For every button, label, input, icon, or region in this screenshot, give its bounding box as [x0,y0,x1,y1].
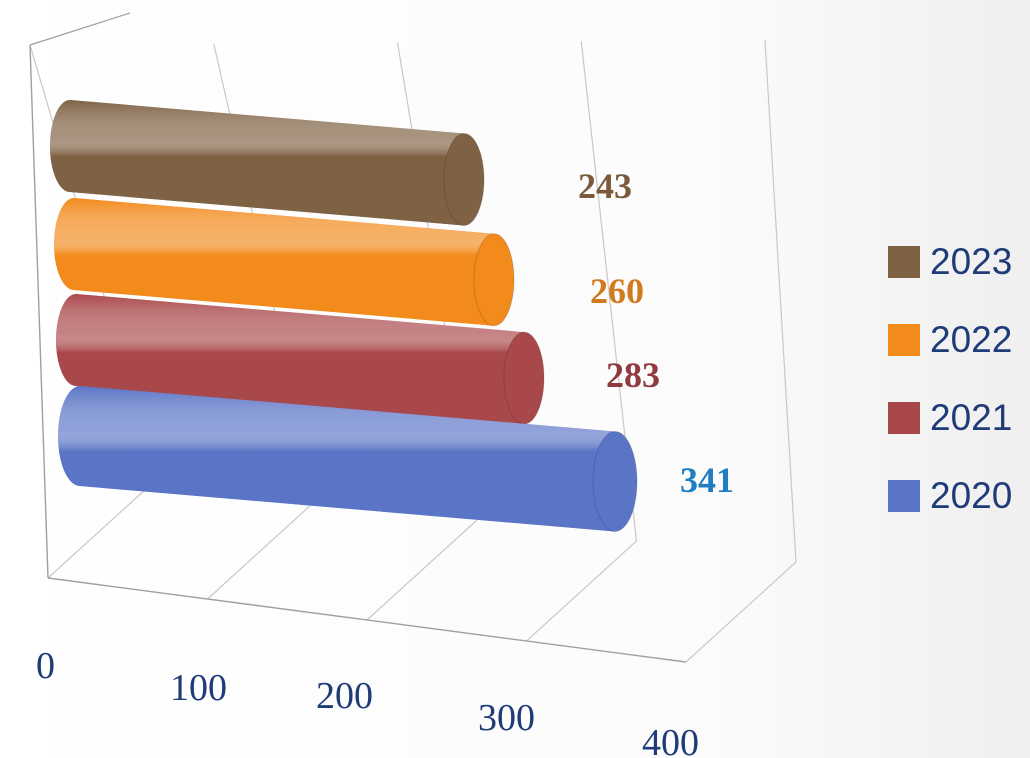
floor-gridline [207,498,318,600]
legend-label: 2023 [930,241,1013,282]
legend-item-2022: 2022 [888,319,1013,360]
bar-end-cap [503,331,545,425]
bar-2022 [54,198,515,327]
bar-shading [54,198,494,326]
legend-label: 2020 [930,475,1013,516]
data-label: 341 [680,460,734,500]
bar-2021 [56,294,545,425]
data-label: 283 [606,355,660,395]
bar-end-cap [473,233,515,327]
x-tick-label: 300 [478,697,535,739]
floor-gridline [526,540,637,642]
legend-label: 2022 [930,319,1013,360]
legend-item-2023: 2023 [888,241,1013,282]
bar-end-cap [592,430,638,532]
bar-2020 [58,386,638,532]
legend-label: 2021 [930,397,1013,438]
legend-swatch [888,402,920,434]
data-label: 243 [578,166,632,206]
floor-gridline [47,477,159,579]
bar-2023 [50,100,485,226]
legend: 2023 2022 2021 2020 [888,241,1013,555]
bar-shading [56,294,524,425]
legend-swatch [888,324,920,356]
legend-swatch [888,480,920,512]
back-top-edge [29,12,131,46]
x-tick-label: 200 [316,675,373,717]
legend-item-2021: 2021 [888,397,1013,438]
wall-gridline [764,39,797,563]
bar-shading [58,386,615,532]
x-tick-label: 400 [642,722,699,758]
bar-end-cap [443,132,485,226]
legend-swatch [888,246,920,278]
x-axis-line [47,577,687,663]
floor-gridline [366,519,478,621]
legend-item-2020: 2020 [888,475,1013,516]
bar-shading [50,100,464,226]
data-label: 260 [590,271,644,311]
floor-gridline [685,561,797,663]
data-labels: 243 260 283 341 [578,166,734,500]
x-tick-label: 0 [36,645,55,687]
x-tick-label: 100 [170,667,227,709]
x-axis-ticks: 0 100 200 300 400 [36,645,699,758]
y-axis-line [29,44,49,579]
bars [50,100,638,532]
